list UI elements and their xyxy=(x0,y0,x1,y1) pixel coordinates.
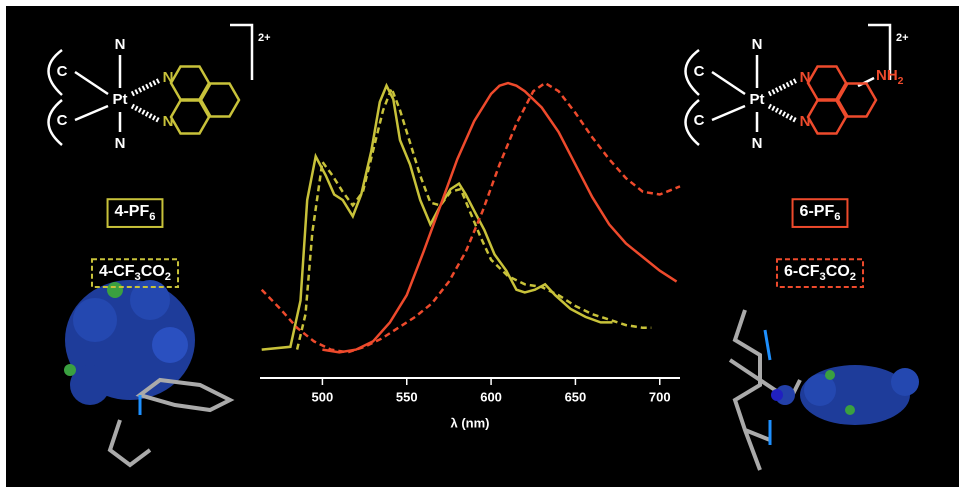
x-axis-label: λ (nm) xyxy=(451,415,490,430)
x-tick-label: 500 xyxy=(312,389,334,404)
atom: Pt xyxy=(113,91,128,108)
atom: N xyxy=(115,36,126,53)
x-tick-label: 700 xyxy=(649,389,671,404)
atom: N xyxy=(752,135,763,152)
x-tick-label: 550 xyxy=(396,389,418,404)
atom: C xyxy=(57,63,68,80)
charge: 2+ xyxy=(258,32,271,44)
atom: N xyxy=(115,135,126,152)
charge: 2+ xyxy=(896,32,909,44)
figure: N C Pt C N N N 2+ N C Pt C N N N NH2 2+ … xyxy=(0,0,965,493)
x-tick-label: 650 xyxy=(565,389,587,404)
atom: C xyxy=(57,112,68,129)
atom: C xyxy=(694,112,705,129)
atom: C xyxy=(694,63,705,80)
atom: Pt xyxy=(750,91,765,108)
atom: N xyxy=(752,36,763,53)
x-tick-label: 600 xyxy=(480,389,502,404)
